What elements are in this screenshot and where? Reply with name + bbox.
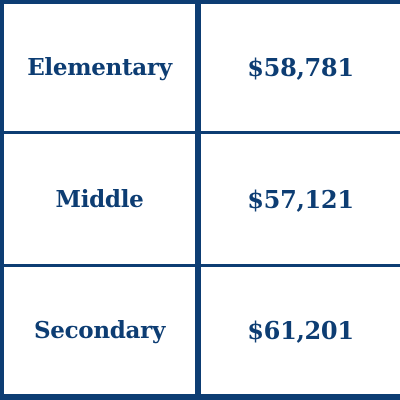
salary-value: $57,121 — [247, 184, 354, 214]
level-cell: Elementary — [4, 4, 195, 131]
level-label: Secondary — [33, 317, 166, 344]
level-cell: Secondary — [4, 267, 195, 394]
salary-cell: $58,781 — [201, 4, 400, 131]
salary-value: $58,781 — [247, 53, 354, 82]
level-label: Middle — [55, 185, 144, 213]
level-cell: Middle — [4, 134, 195, 264]
salary-value: $61,201 — [247, 316, 354, 345]
salary-cell: $57,121 — [201, 134, 400, 264]
salary-cell: $61,201 — [201, 267, 400, 394]
level-label: Elementary — [27, 54, 172, 81]
